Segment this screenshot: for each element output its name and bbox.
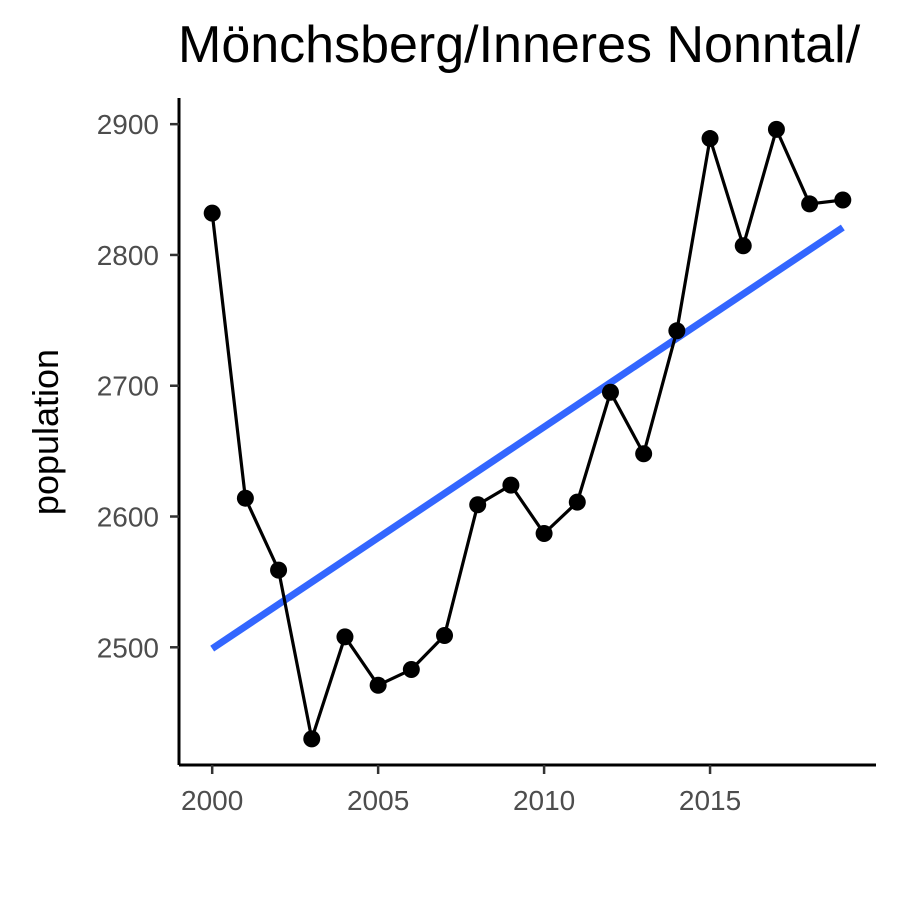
y-tick-label: 2800 xyxy=(97,240,159,271)
data-point xyxy=(336,628,354,646)
y-tick-label: 2500 xyxy=(97,632,159,663)
y-tick-label: 2700 xyxy=(97,371,159,402)
trend-layer xyxy=(210,224,845,652)
data-point xyxy=(270,561,288,579)
y-tick-label: 2600 xyxy=(97,502,159,533)
data-point xyxy=(502,476,520,494)
trend-line xyxy=(210,224,845,652)
data-point xyxy=(601,383,619,401)
data-point xyxy=(734,237,752,255)
series-line xyxy=(210,127,843,741)
series-layer xyxy=(203,120,852,748)
data-point xyxy=(436,627,454,645)
chart-title: Mönchsberg/Inneres Nonntal/ xyxy=(178,16,861,74)
x-tick-label: 2010 xyxy=(513,785,575,816)
data-point xyxy=(767,120,785,138)
data-point xyxy=(834,191,852,209)
y-axis-title: population xyxy=(25,349,66,515)
data-point xyxy=(236,489,254,507)
data-point xyxy=(369,676,387,694)
data-point xyxy=(635,445,653,463)
x-tick-label: 2000 xyxy=(181,785,243,816)
y-tick-label: 2900 xyxy=(97,109,159,140)
axes: 2500 2600 2700 2800 2900 2000 2005 2010 2015 xyxy=(97,98,876,816)
data-point xyxy=(701,130,719,148)
x-tick-label: 2015 xyxy=(679,785,741,816)
data-point xyxy=(568,493,586,511)
data-point xyxy=(402,661,420,679)
data-point xyxy=(801,195,819,213)
data-point xyxy=(303,730,321,748)
data-point xyxy=(535,525,553,543)
data-point xyxy=(668,322,686,340)
data-point xyxy=(203,204,221,222)
data-point xyxy=(469,496,487,514)
x-tick-label: 2005 xyxy=(347,785,409,816)
